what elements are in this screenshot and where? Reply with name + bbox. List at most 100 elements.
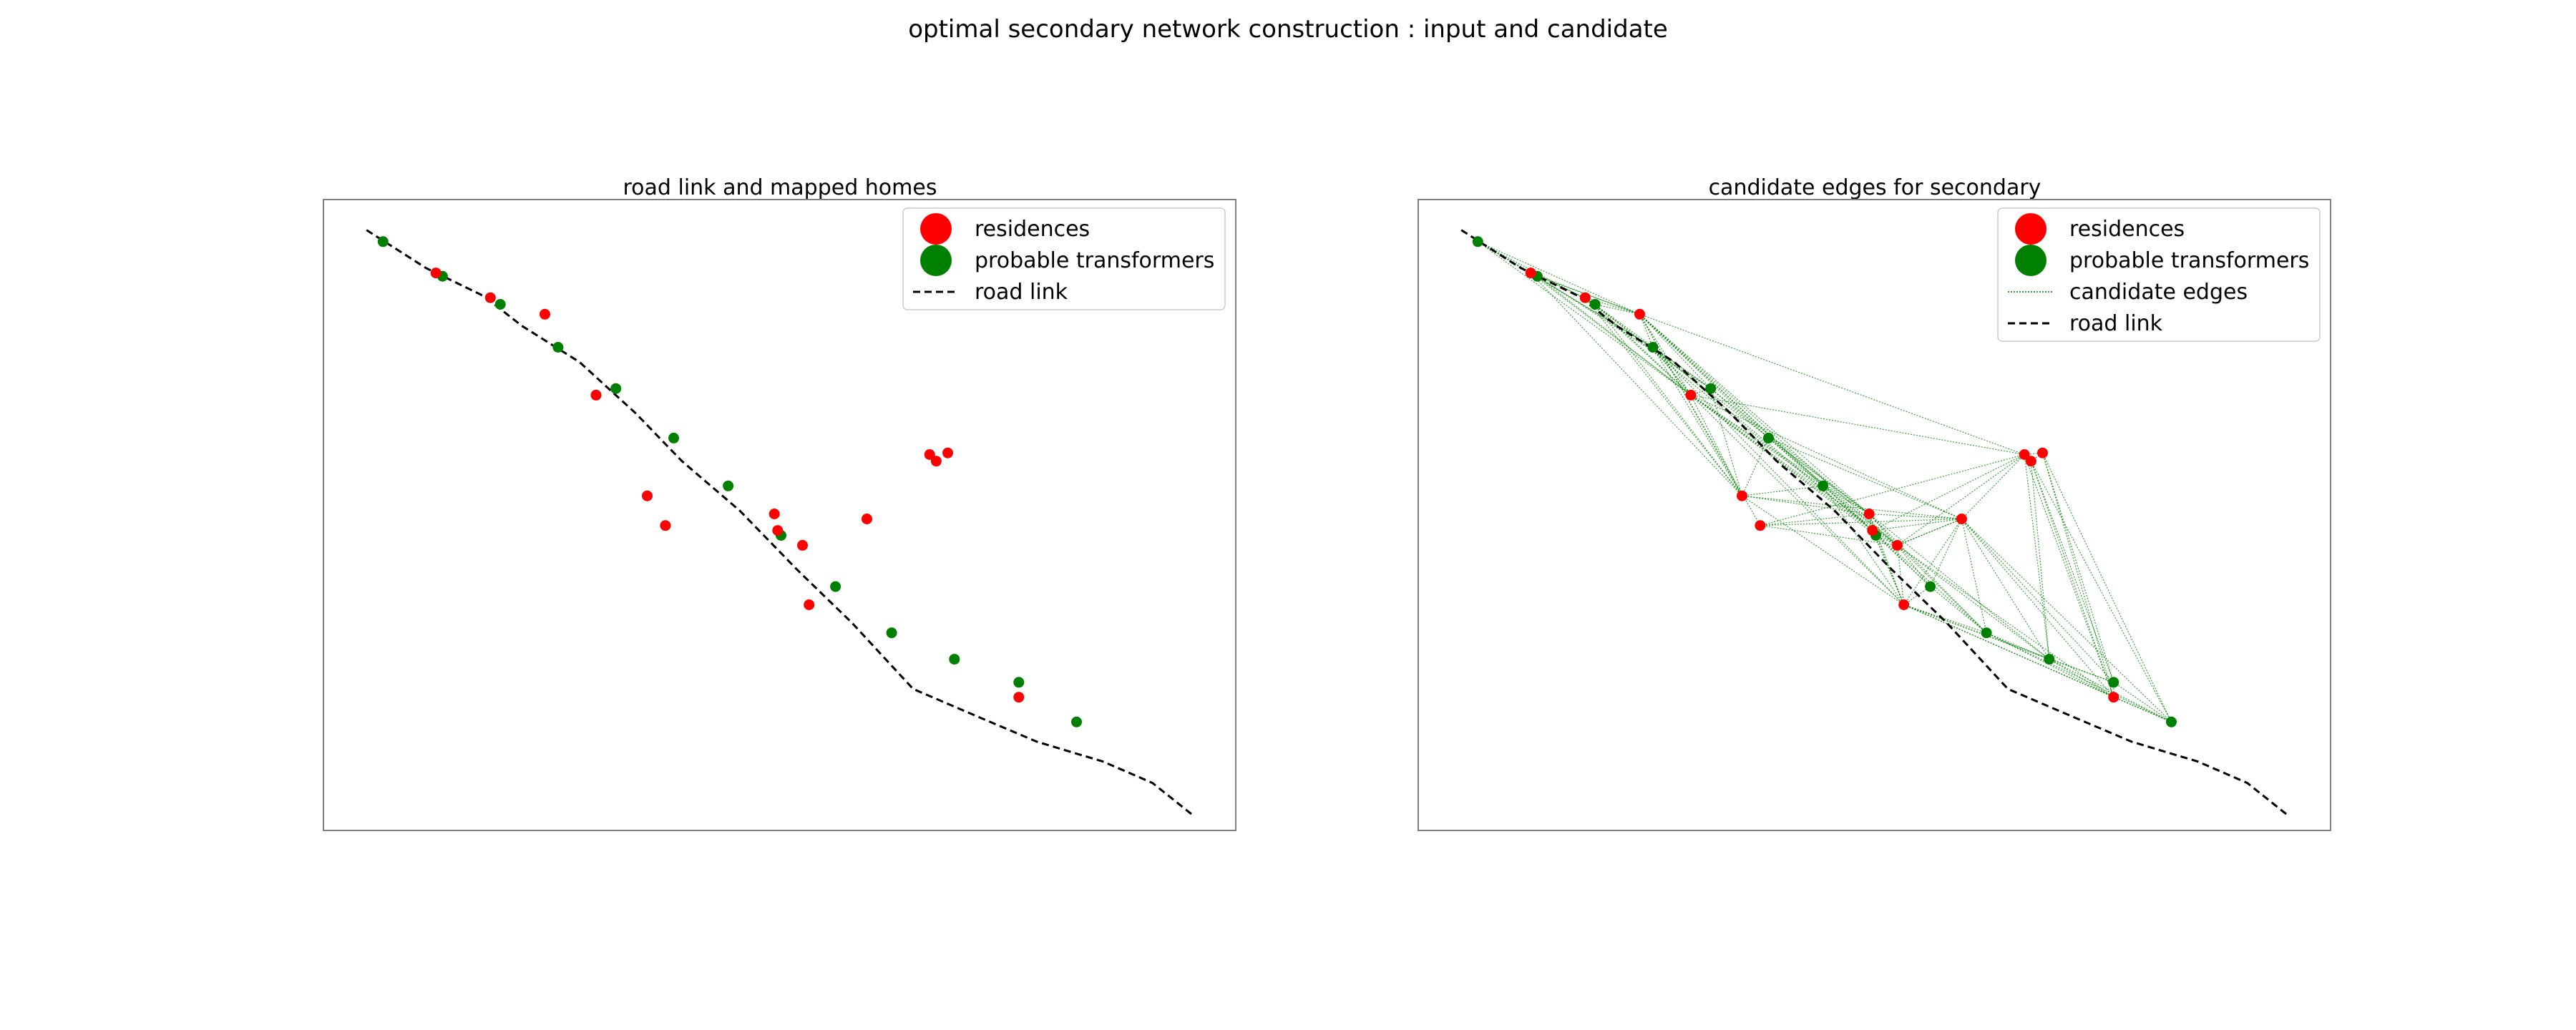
right-residence-point-8 bbox=[1892, 539, 1903, 551]
candidate-edge-17 bbox=[1530, 273, 1742, 496]
left-legend-transformers-marker bbox=[920, 245, 952, 276]
candidate-edge-16 bbox=[1639, 313, 1824, 486]
right-residence-point-13 bbox=[2037, 447, 2048, 458]
candidate-edge-13 bbox=[1639, 313, 1898, 546]
left-plot-frame bbox=[323, 199, 1236, 831]
candidate-edge-69 bbox=[1875, 535, 1931, 587]
candidate-edge-88 bbox=[1961, 454, 2025, 519]
candidate-edge-57 bbox=[1869, 513, 1962, 520]
left-residence-point-8 bbox=[797, 539, 808, 551]
right-legend-road-label: road link bbox=[2069, 311, 2163, 336]
candidate-edge-40 bbox=[1742, 495, 1962, 520]
candidate-edge-18 bbox=[1530, 273, 1692, 396]
right-residence-point-5 bbox=[1755, 520, 1766, 531]
candidate-edge-36 bbox=[1690, 394, 2025, 456]
candidate-edge-47 bbox=[1768, 437, 1870, 514]
left-residence-point-0 bbox=[430, 268, 441, 279]
left-legend-transformers-label: probable transformers bbox=[975, 248, 1214, 273]
candidate-edge-39 bbox=[1742, 495, 1870, 515]
left-residence-point-13 bbox=[942, 447, 953, 458]
candidate-edge-26 bbox=[1690, 394, 1870, 514]
figure-suptitle: optimal secondary network construction :… bbox=[908, 15, 1668, 44]
right-residence-point-9 bbox=[1898, 599, 1910, 610]
candidate-edge-113 bbox=[1903, 604, 2172, 722]
candidate-edge-77 bbox=[1903, 604, 1987, 634]
candidate-edge-8 bbox=[1639, 314, 1654, 348]
candidate-edge-20 bbox=[1584, 297, 1870, 514]
candidate-edge-124 bbox=[1594, 304, 1742, 496]
candidate-edge-59 bbox=[1868, 514, 1987, 634]
candidate-edge-119 bbox=[1710, 388, 1769, 438]
candidate-edge-90 bbox=[1961, 519, 2172, 722]
candidate-edge-107 bbox=[2049, 659, 2114, 698]
right-legend-residences-marker bbox=[2015, 213, 2046, 245]
candidate-edge-111 bbox=[2113, 682, 2172, 722]
left-residence-point-1 bbox=[484, 292, 496, 303]
right-transformer-point-8 bbox=[1925, 581, 1936, 592]
candidate-edge-31 bbox=[1710, 388, 1870, 514]
left-transformer-point-11 bbox=[1013, 677, 1025, 688]
right-residence-point-3 bbox=[1685, 389, 1697, 401]
right-transformer-point-10 bbox=[2044, 654, 2055, 665]
candidate-edge-38 bbox=[1742, 495, 1905, 605]
candidate-edge-35 bbox=[1690, 394, 1876, 536]
right-plot: candidate edges for secondary residences… bbox=[1418, 175, 2331, 831]
right-residence-point-7 bbox=[1867, 525, 1878, 536]
left-transformer-point-0 bbox=[377, 236, 389, 247]
left-road-link-line bbox=[366, 229, 1195, 817]
left-residence-point-14 bbox=[1013, 692, 1025, 703]
right-transformer-point-5 bbox=[1763, 432, 1774, 443]
candidate-edge-60 bbox=[1868, 514, 2050, 660]
candidate-edge-93 bbox=[2024, 454, 2050, 659]
candidate-edge-74 bbox=[1897, 544, 2050, 660]
candidate-edge-54 bbox=[1823, 485, 1905, 605]
left-residence-point-7 bbox=[772, 525, 784, 536]
candidate-edge-66 bbox=[1872, 518, 1962, 531]
right-transformer-point-0 bbox=[1472, 236, 1483, 247]
left-legend-box bbox=[902, 207, 1226, 310]
candidate-edge-83 bbox=[1930, 519, 1963, 587]
right-legend-transformers-marker bbox=[2015, 245, 2046, 276]
candidate-edge-1 bbox=[1477, 241, 1692, 396]
candidate-edge-98 bbox=[2030, 461, 2172, 722]
candidate-edge-7 bbox=[1595, 303, 1640, 315]
right-residence-point-12 bbox=[2025, 456, 2036, 467]
left-transformer-point-8 bbox=[830, 581, 841, 592]
candidate-edge-71 bbox=[1896, 545, 1905, 605]
candidate-edge-30 bbox=[1690, 394, 1823, 486]
left-transformer-point-5 bbox=[668, 432, 679, 443]
left-transformer-point-2 bbox=[494, 299, 506, 310]
candidate-edge-84 bbox=[1961, 519, 1987, 633]
candidate-edge-73 bbox=[1897, 544, 1987, 634]
candidate-edge-101 bbox=[2041, 452, 2172, 722]
candidate-edge-130 bbox=[1639, 313, 1769, 438]
candidate-edge-12 bbox=[1639, 313, 1873, 531]
left-residence-point-2 bbox=[540, 308, 550, 320]
left-legend-road-label: road link bbox=[975, 280, 1068, 305]
candidate-edge-94 bbox=[2024, 454, 2114, 697]
candidate-edge-131 bbox=[1639, 314, 1761, 526]
right-candidate-edges-layer bbox=[1477, 241, 2172, 722]
candidate-edge-34 bbox=[1652, 347, 1905, 605]
candidate-edge-112 bbox=[2049, 659, 2172, 722]
candidate-edge-45 bbox=[1760, 518, 1962, 526]
candidate-edge-0 bbox=[1478, 241, 1640, 315]
right-legend-edges-label: candidate edges bbox=[2069, 280, 2248, 305]
candidate-edge-126 bbox=[1584, 297, 1742, 496]
right-legend: residences probable transformers candida… bbox=[1997, 207, 2321, 342]
candidate-edge-44 bbox=[1760, 525, 1898, 546]
candidate-edge-104 bbox=[1897, 454, 2025, 546]
left-legend-residences-marker bbox=[920, 213, 952, 245]
candidate-edge-99 bbox=[2030, 461, 2114, 683]
left-legend-residences-label: residences bbox=[975, 217, 1090, 242]
left-transformer-point-3 bbox=[552, 342, 564, 353]
candidate-edge-51 bbox=[1823, 485, 1870, 515]
candidate-edge-87 bbox=[1961, 519, 2114, 683]
right-road-link-layer bbox=[1460, 229, 2290, 817]
right-residence-point-14 bbox=[2108, 692, 2119, 703]
candidate-edge-75 bbox=[1897, 544, 2114, 698]
right-residence-point-11 bbox=[2019, 449, 2030, 460]
candidate-edge-81 bbox=[1903, 604, 2114, 683]
candidate-edge-41 bbox=[1742, 485, 1823, 496]
candidate-edge-43 bbox=[1760, 513, 1870, 526]
